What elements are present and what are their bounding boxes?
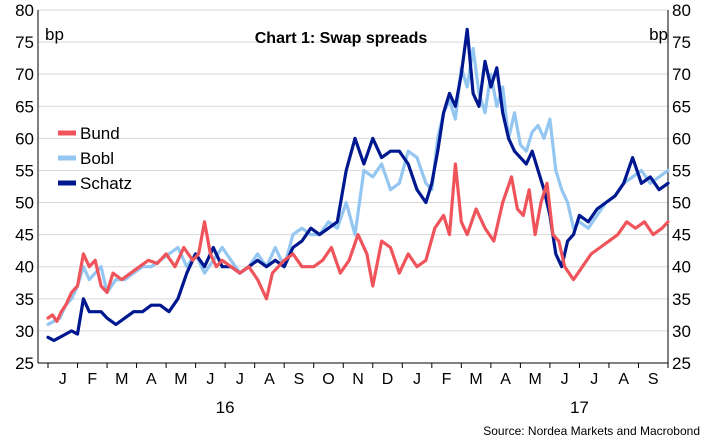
y-tick-label-right: 30: [672, 322, 691, 341]
x-tick-label: A: [618, 371, 629, 388]
x-tick-label: S: [294, 371, 305, 388]
y-tick-label-right: 50: [672, 194, 691, 213]
legend-label-schatz: Schatz: [80, 174, 132, 193]
year-label: 17: [570, 398, 589, 417]
y-axis-right: 25 30 35 40 45 50 55 60 65 70 75 80: [672, 1, 691, 373]
y-tick-label-right: 55: [672, 161, 691, 180]
y-tick-label-right: 45: [672, 226, 691, 245]
y-tick-label-left: 75: [15, 33, 34, 52]
y-tick-label-left: 25: [15, 354, 34, 373]
y-tick-label-right: 75: [672, 33, 691, 52]
x-axis: J F M A M J J A S O N D J F M A M J J A S16 17: [47, 363, 669, 417]
x-tick-label: A: [500, 371, 511, 388]
x-tick-label: N: [352, 371, 364, 388]
series-lines: [46, 27, 670, 343]
x-tick-label: A: [264, 371, 275, 388]
x-tick-label: M: [115, 371, 128, 388]
x-tick-label: M: [528, 371, 541, 388]
x-tick-label: A: [146, 371, 157, 388]
legend-label-bobl: Bobl: [80, 149, 114, 168]
x-tick-label: F: [87, 371, 97, 388]
x-tick-label: J: [236, 371, 244, 388]
y-tick-label-right: 25: [672, 354, 691, 373]
legend: Bund Bobl Schatz: [58, 124, 132, 193]
y-tick-label-left: 80: [15, 1, 34, 20]
y-axis-left: 25 30 35 40 45 50 55 60 65 70 75 80: [15, 1, 34, 373]
y-tick-label-left: 30: [15, 322, 34, 341]
x-tick-label: J: [413, 371, 421, 388]
axes: [37, 10, 669, 364]
y-tick-label-right: 60: [672, 129, 691, 148]
y-axis-left-unit: bp: [45, 25, 64, 44]
x-tick-label: F: [442, 371, 452, 388]
chart-title: Chart 1: Swap spreads: [255, 30, 428, 47]
y-tick-label-right: 35: [672, 290, 691, 309]
y-tick-label-left: 35: [15, 290, 34, 309]
x-tick-label: J: [59, 371, 67, 388]
y-tick-label-left: 60: [15, 129, 34, 148]
gridlines: [38, 9, 668, 364]
series-line-bund: [46, 162, 670, 323]
x-tick-label: O: [322, 371, 334, 388]
legend-label-bund: Bund: [80, 124, 120, 143]
y-tick-label-right: 80: [672, 1, 691, 20]
source-note: Source: Nordea Markets and Macrobond: [483, 424, 700, 438]
y-tick-label-right: 40: [672, 258, 691, 277]
x-tick-label: M: [469, 371, 482, 388]
x-tick-label: J: [590, 371, 598, 388]
series-line-bobl: [46, 46, 670, 327]
y-tick-label-left: 65: [15, 97, 34, 116]
x-tick-label: S: [648, 371, 659, 388]
series-line-schatz: [46, 27, 670, 343]
y-tick-label-left: 40: [15, 258, 34, 277]
year-label: 16: [216, 398, 235, 417]
y-tick-label-left: 45: [15, 226, 34, 245]
y-tick-label-left: 70: [15, 65, 34, 84]
y-tick-label-right: 70: [672, 65, 691, 84]
y-tick-label-right: 65: [672, 97, 691, 116]
y-axis-right-unit: bp: [649, 25, 668, 44]
x-tick-label: M: [174, 371, 187, 388]
x-tick-label: J: [206, 371, 214, 388]
x-tick-label: D: [382, 371, 394, 388]
y-tick-label-left: 55: [15, 161, 34, 180]
x-tick-label: J: [561, 371, 569, 388]
y-tick-label-left: 50: [15, 194, 34, 213]
